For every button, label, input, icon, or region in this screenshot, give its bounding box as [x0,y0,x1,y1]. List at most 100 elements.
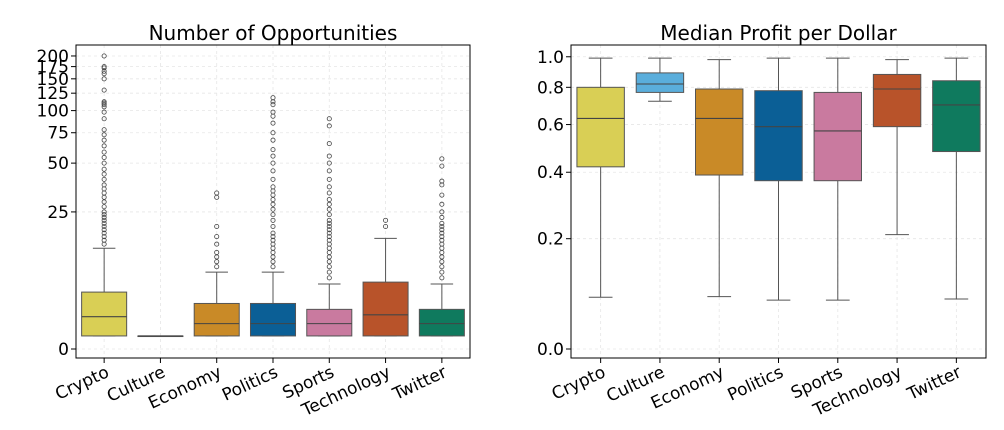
outlier-point [326,201,332,207]
outlier-point [101,171,107,177]
y-tick-label: 200 [37,47,69,67]
box-technology [872,59,922,236]
outlier-point [439,209,445,215]
outlier-point [383,217,389,223]
outlier-point [270,234,276,240]
outlier-point [270,160,276,166]
box-iqr [872,73,922,128]
outlier-point [101,76,107,82]
x-tick-label: Twitter [903,362,964,405]
box-iqr [193,302,240,337]
outlier-point [101,127,107,133]
box-crypto [81,53,128,337]
outlier-point [270,237,276,243]
x-tick-label: Twitter [389,362,450,405]
box-iqr [932,80,981,153]
outlier-point [326,259,332,265]
outlier-point [439,201,445,207]
outlier-point [326,230,332,236]
outlier-point [326,123,332,129]
outlier-point [270,230,276,236]
outlier-point [270,95,276,101]
outlier-point [270,120,276,126]
y-tick-label: 0.4 [537,163,564,183]
outlier-point [101,212,107,218]
box-politics [754,57,803,301]
outlier-point [326,153,332,159]
outlier-point [270,109,276,115]
outlier-point [101,68,107,74]
outlier-point [270,206,276,212]
outlier-point [439,163,445,169]
box-politics [249,95,297,337]
outlier-point [439,275,445,281]
outlier-point [101,64,107,70]
y-tick-label: 1.0 [537,48,564,68]
box-iqr [249,302,297,337]
outlier-point [439,192,445,198]
box-iqr [813,91,862,182]
y-tick-label: 175 [37,58,69,78]
outlier-point [270,137,276,143]
outlier-point [270,102,276,108]
outlier-point [101,166,107,172]
outlier-point [270,176,276,182]
outlier-point [214,234,220,240]
outlier-point [214,190,220,196]
box-sports [813,57,862,301]
box-economy [695,59,744,298]
box-iqr [635,72,685,93]
outlier-point [326,116,332,122]
outlier-point [101,104,107,110]
outlier-point [101,53,107,59]
y-tick-label: 50 [47,154,69,174]
chart-title: Median Profit per Dollar [660,21,897,45]
x-tick-label: Crypto [52,362,112,404]
outlier-point [270,217,276,223]
x-tick-label: Crypto [549,362,609,404]
outlier-point [270,184,276,190]
outlier-point [101,71,107,77]
outlier-point [214,264,220,270]
outlier-point [270,264,276,270]
outlier-point [326,264,332,270]
outlier-point [326,269,332,275]
outlier-point [439,234,445,240]
outlier-point [439,178,445,184]
box-twitter [932,57,981,300]
outlier-point [439,269,445,275]
y-tick-label: 0.6 [537,116,564,136]
outlier-point [101,109,107,115]
outlier-point [326,223,332,229]
outlier-point [439,214,445,220]
outlier-point [270,212,276,218]
outlier-point [326,275,332,281]
outlier-point [101,154,107,160]
outlier-point [439,227,445,233]
outlier-point [270,168,276,174]
outlier-point [270,201,276,207]
outlier-point [326,237,332,243]
box-crypto [576,57,625,298]
outlier-point [439,220,445,226]
outlier-point [101,102,107,108]
outlier-point [270,147,276,153]
plot-frame [75,44,471,359]
y-tick-label: 0.8 [537,78,564,98]
y-tick-label: 125 [37,84,69,104]
outlier-point [101,143,107,149]
outlier-point [326,212,332,218]
outlier-point [101,214,107,220]
outlier-point [101,65,107,71]
outlier-point [214,241,220,247]
outlier-point [101,237,107,243]
outlier-point [101,204,107,210]
outlier-point [101,87,107,93]
outlier-point [439,182,445,188]
y-tick-label: 25 [47,203,69,223]
outlier-point [270,153,276,159]
outlier-point [439,237,445,243]
chart-title: Number of Opportunities [149,21,398,45]
outlier-point [326,141,332,147]
outlier-point [101,220,107,226]
